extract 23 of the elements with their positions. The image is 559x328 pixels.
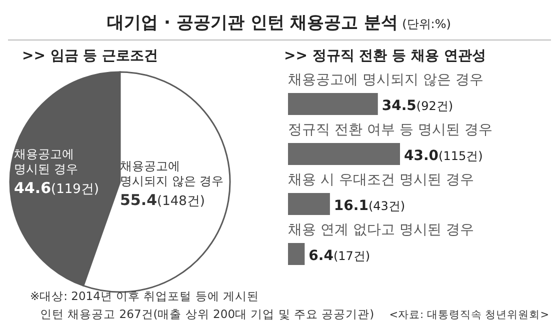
y-tick-label: 채용공고에 명시되지 않은 경우 (288, 72, 484, 88)
data-label: 44.6(119건) (14, 179, 99, 197)
data-label: 55.4(148건) (120, 191, 205, 209)
text: ※대상: 2014년 이후 취업포털 등에 게시된 (30, 289, 260, 303)
bar (288, 143, 400, 165)
text: 대기업 · 공공기관 인턴 채용공고 분석 (107, 13, 398, 33)
y-tick-label: 채용 연계 없다고 명시된 경우 (288, 222, 474, 238)
text: (단위:%) (402, 17, 451, 31)
data-label: 6.4(17건) (308, 248, 370, 264)
bar (288, 93, 378, 115)
data-label: 16.1(43건) (334, 198, 406, 214)
slice-label: 채용공고에 명시되지 않은 경우 (120, 159, 224, 188)
chart-title: >> 정규직 전환 등 채용 연관성 (284, 48, 486, 64)
data-label: 34.5(92건) (382, 98, 454, 114)
bar (288, 193, 330, 215)
bar (288, 243, 305, 265)
chart-title: >> 임금 등 근로조건 (22, 48, 158, 64)
y-tick-label: 채용 시 우대조건 명시된 경우 (288, 172, 474, 188)
slice-label: 채용공고에 명시된 경우 (14, 147, 78, 176)
data-label: 43.0(115건) (404, 148, 483, 164)
text: <자료: 대통령직속 청년위원회> (389, 309, 549, 321)
text: 인턴 채용공고 267건(매출 상위 200대 기업 및 주요 공공기관) (40, 307, 374, 321)
y-tick-label: 정규직 전환 여부 등 명시된 경우 (288, 122, 492, 138)
